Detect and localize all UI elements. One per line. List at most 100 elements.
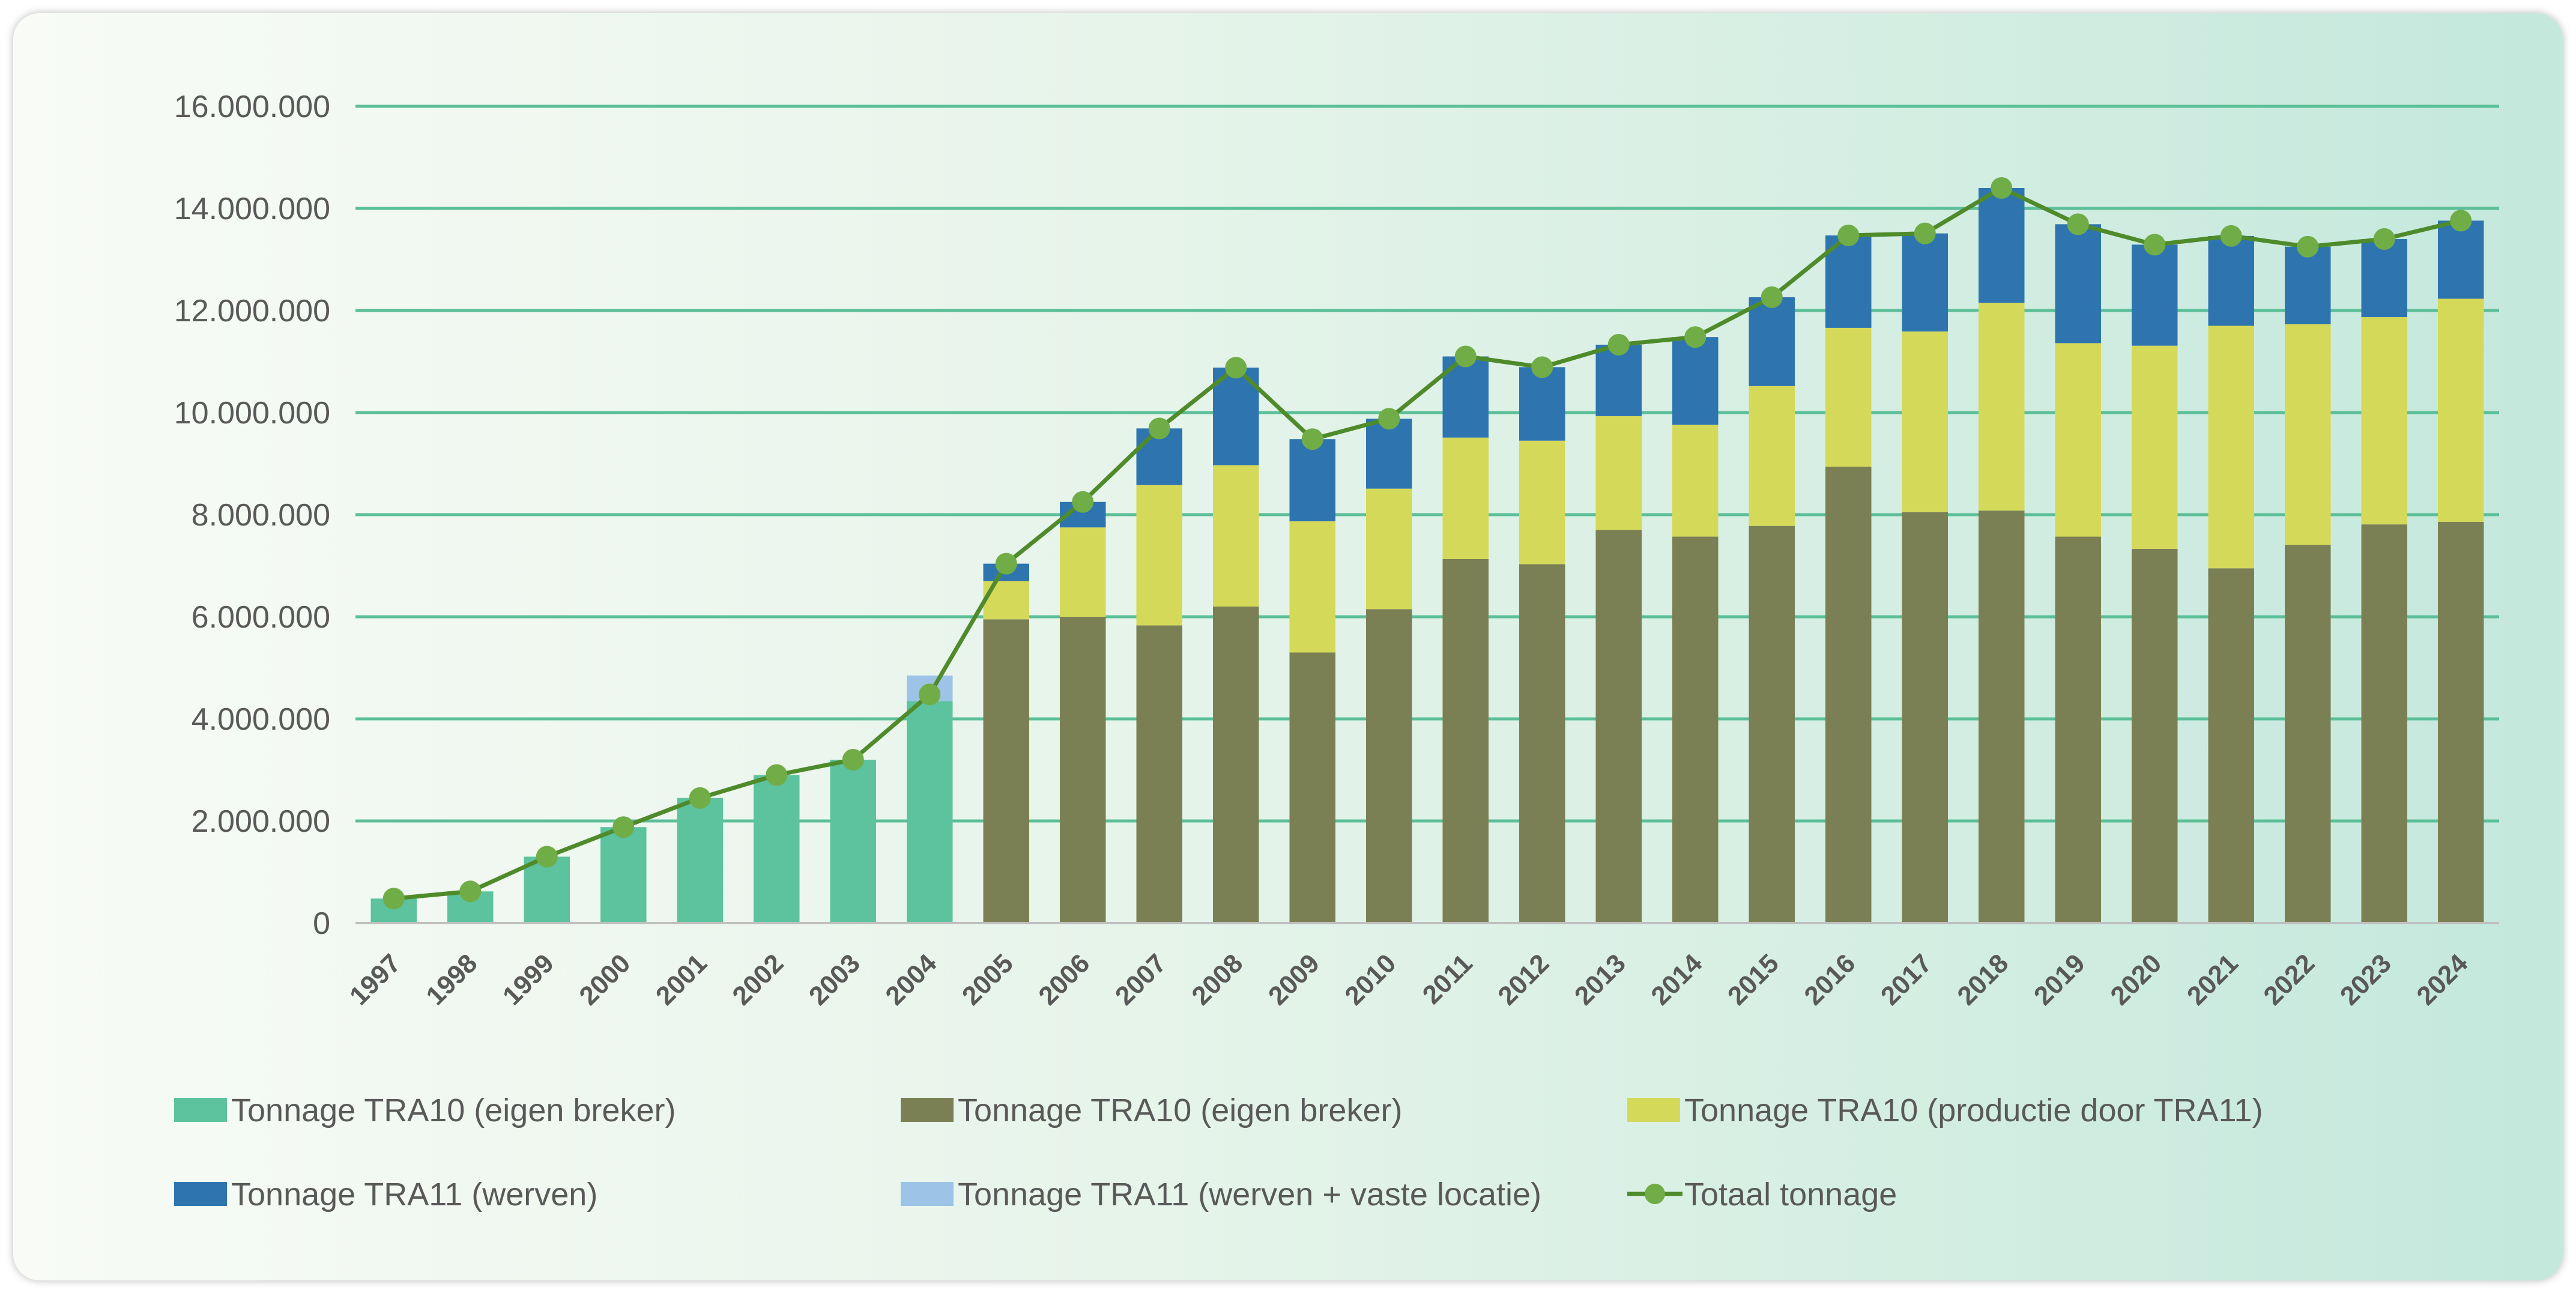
total-point [2297,235,2319,258]
bar-segment [2438,220,2484,299]
bar-segment [2132,548,2178,923]
y-tick-label: 12.000.000 [174,294,330,329]
bar-segment [1595,530,1642,923]
x-tick-label: 2003 [803,948,866,1011]
x-axis-tick-labels: 1997 1998 1999 2000 2001 2002 2003 2004 2005 2006… [344,948,2474,1011]
bar-segment [1289,439,1335,522]
bar-segment [1136,625,1182,923]
bar-segment [1519,564,1565,923]
total-line [382,177,2472,910]
y-tick-label: 14.000.000 [174,192,330,226]
legend-label: Tonnage TRA11 (werven) [231,1176,597,1213]
bar-segment [1213,607,1259,923]
bar-segment [2285,324,2331,545]
total-point [1991,177,2013,199]
x-tick-label: 2020 [2105,948,2167,1011]
x-tick-label: 2002 [727,948,789,1011]
bar-segment [1519,440,1565,565]
total-point [1607,333,1630,356]
bar-segment [1749,525,1795,923]
legend-swatch [1627,1098,1680,1122]
total-point [919,683,941,706]
bar-segment [1519,367,1565,441]
bar-segment [1595,416,1642,530]
x-tick-label: 2016 [1798,948,1861,1011]
total-point [766,764,788,786]
legend-swatch [174,1182,227,1206]
x-tick-label: 2001 [650,948,713,1011]
legend-swatch [901,1182,954,1206]
y-tick-label: 2.000.000 [192,804,330,839]
bar-segment [2132,345,2178,549]
bar-segment [1442,559,1489,923]
bar-segment [2285,545,2331,923]
x-tick-label: 2011 [1417,948,1478,1010]
bar-segment [677,798,723,923]
bar-segment [1595,344,1642,416]
x-tick-label: 2013 [1569,948,1631,1011]
bar-segment [1825,235,1872,328]
legend-swatch [901,1098,954,1122]
bar-segment [1136,485,1182,626]
total-point [1837,225,1860,247]
total-point [1761,286,1783,308]
bar-segment [1060,527,1106,617]
bar-segment [2208,568,2254,923]
total-point [1225,357,1247,379]
bar-segment [524,856,570,923]
x-tick-label: 1999 [497,948,560,1011]
legend-marker-swatch [1645,1184,1665,1204]
bar-segment [1672,536,1719,923]
x-tick-label: 2010 [1339,948,1401,1011]
bar-segment [830,760,876,923]
total-point [1301,428,1323,450]
total-point [459,880,482,903]
bar-segment [754,775,800,923]
legend-label: Tonnage TRA10 (eigen breker) [958,1092,1402,1128]
y-axis-tick-labels: 0 2.000.000 4.000.000 6.000.000 8.000.000 10.… [174,89,330,941]
bar-segment [1749,386,1795,526]
x-tick-label: 2015 [1722,948,1785,1011]
bar-segment [600,827,647,923]
bar-segment [1825,467,1872,923]
bar-segment [2361,317,2407,525]
x-tick-label: 2021 [2181,948,2244,1011]
total-point [2220,225,2242,247]
gridlines [355,104,2499,823]
x-tick-label: 1998 [420,948,483,1011]
total-point [2450,210,2472,232]
x-tick-label: 2004 [880,948,942,1011]
total-point [1454,345,1477,368]
legend-swatch [174,1098,227,1122]
bar-segment [2055,536,2101,923]
x-tick-label: 2018 [1952,948,2014,1011]
x-tick-label: 2009 [1263,948,1325,1011]
x-tick-label: 2000 [573,948,636,1011]
bar-segment [2055,343,2101,537]
legend-label: Tonnage TRA10 (eigen breker) [231,1092,676,1128]
bar-segment [1979,303,2025,511]
x-tick-label: 2024 [2411,948,2473,1011]
total-point [1914,222,1936,244]
y-tick-label: 8.000.000 [192,498,330,533]
total-point [1378,408,1400,430]
total-line-path [393,186,2462,901]
bar-segment [1442,437,1489,559]
bar-segment [907,701,953,923]
total-point [842,749,864,771]
x-tick-label: 1997 [344,948,407,1011]
x-tick-label: 2008 [1186,948,1248,1011]
total-point [995,553,1017,575]
bar-segment [1902,331,1948,512]
bar-segment [1672,425,1719,537]
legend: Tonnage TRA10 (eigen breker) Tonnage TRA1… [174,1092,2263,1213]
y-tick-label: 0 [313,906,330,941]
bar-segment [983,581,1029,620]
bar-segment [1213,465,1259,607]
bar-segment [1902,233,1948,332]
bar-segment [1289,652,1335,923]
x-tick-label: 2006 [1033,948,1095,1011]
x-tick-label: 2022 [2258,948,2320,1011]
bar-segment [1672,337,1719,425]
x-tick-label: 2012 [1492,948,1555,1011]
